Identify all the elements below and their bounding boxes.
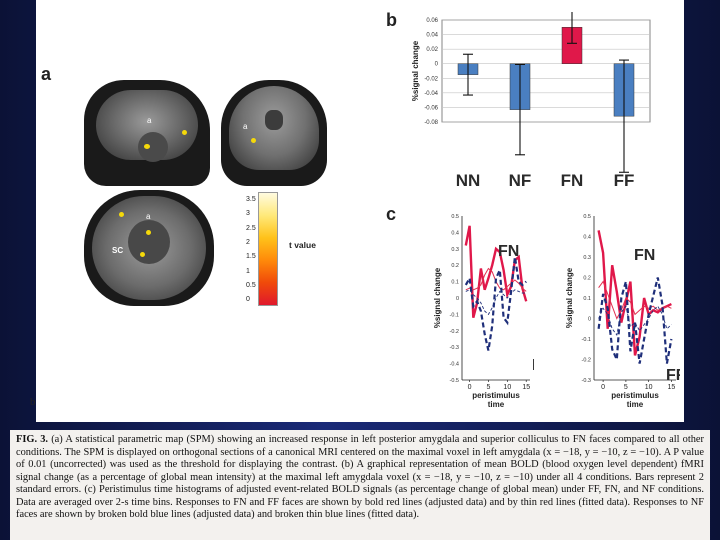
y-tick-label: 0.02 bbox=[426, 47, 438, 53]
series-annotation: FN bbox=[634, 247, 655, 264]
activation-blob bbox=[146, 230, 151, 235]
colorbar-label: t value bbox=[289, 240, 316, 250]
slice-label: a bbox=[147, 116, 152, 125]
colorbar-tick: 1.5 bbox=[246, 253, 256, 261]
colorbar-tick: 2.5 bbox=[246, 224, 256, 232]
colorbar bbox=[258, 192, 278, 306]
activation-blob bbox=[251, 138, 256, 143]
x-tick-label: 15 bbox=[522, 384, 530, 391]
colorbar-tick: 2 bbox=[246, 238, 250, 246]
slice-label-sc: SC bbox=[112, 246, 124, 255]
series-annotation: FF bbox=[666, 367, 680, 384]
panel-a-letter: a bbox=[41, 64, 52, 84]
y-tick-label: 0.06 bbox=[426, 18, 438, 24]
y-tick-label: 0 bbox=[435, 62, 439, 68]
category-label: NN bbox=[456, 171, 481, 190]
colorbar-tick: 1 bbox=[246, 267, 250, 275]
y-tick-label: -0.1 bbox=[582, 337, 591, 343]
y-tick-label: 0 bbox=[456, 296, 459, 302]
x-tick-label: 10 bbox=[503, 384, 511, 391]
x-tick-label: 5 bbox=[486, 384, 490, 391]
activation-blob bbox=[119, 212, 124, 217]
brain-axial-slice: a SC bbox=[84, 190, 214, 306]
series-annotation: FN bbox=[498, 243, 519, 260]
colorbar-tick: 3 bbox=[246, 210, 250, 218]
activation-blob bbox=[182, 130, 187, 135]
y-tick-label: -0.08 bbox=[424, 120, 438, 126]
y-tick-label: -0.1 bbox=[450, 312, 459, 318]
series-line bbox=[598, 280, 672, 320]
category-label: FF bbox=[614, 171, 635, 190]
x-axis-label: time bbox=[627, 400, 644, 409]
bar-chart: 0.06 0.04 0.02 0 -0.02 -0.04 -0.06 -0.08 %signal… bbox=[411, 12, 651, 190]
y-tick-label: 0.04 bbox=[426, 33, 438, 39]
psth-chart-left: 0.5 0.4 0.3 0.2 0.1 0 -0.1 -0.2 -0.3 -0.4 -0.5 0 5 10… bbox=[433, 214, 534, 409]
y-tick-label: -0.3 bbox=[582, 378, 591, 384]
y-tick-label: -0.06 bbox=[424, 105, 438, 111]
x-tick-label: 15 bbox=[668, 384, 676, 391]
y-tick-label: -0.2 bbox=[582, 358, 591, 364]
y-tick-label: -0.4 bbox=[450, 362, 459, 368]
series-line bbox=[464, 256, 527, 351]
y-axis-label: %signal change bbox=[411, 40, 420, 101]
y-tick-label: -0.02 bbox=[424, 76, 438, 82]
caption-text: (a) A statistical parametric map (SPM) s… bbox=[16, 434, 704, 520]
y-tick-label: -0.2 bbox=[450, 329, 459, 335]
y-tick-label: 0.1 bbox=[451, 280, 459, 286]
colorbar-tick: 3.5 bbox=[246, 196, 256, 203]
brain-sagittal-slice: a bbox=[84, 80, 210, 186]
y-tick-label: 0.4 bbox=[451, 230, 459, 236]
panel-b-letter: b bbox=[386, 10, 397, 30]
panel-c-letter: c bbox=[386, 204, 397, 224]
y-tick-label: 0 bbox=[588, 317, 591, 323]
category-label: FN bbox=[561, 171, 584, 190]
y-tick-label: 0.3 bbox=[583, 255, 591, 261]
category-label: NF bbox=[509, 171, 532, 190]
slice-label: a bbox=[146, 212, 151, 221]
activation-blob bbox=[144, 144, 150, 149]
figure-panel: a a a a SC 3.5 3 2.5 2 1.5 1 0.5 0 t value b b … bbox=[30, 0, 684, 422]
series-line bbox=[597, 277, 673, 364]
series-line bbox=[598, 305, 672, 336]
y-tick-label: -0.5 bbox=[450, 378, 459, 384]
y-tick-label: -0.3 bbox=[450, 345, 459, 351]
x-tick-label: 5 bbox=[624, 384, 628, 391]
x-axis-label: time bbox=[488, 400, 505, 409]
colorbar-tick: 0 bbox=[246, 296, 250, 304]
caption-fig-label: FIG. 3. bbox=[16, 434, 49, 445]
series-line bbox=[464, 225, 528, 318]
y-tick-label: 0.2 bbox=[451, 263, 459, 269]
bottom-left-letter: b bbox=[30, 396, 36, 408]
y-tick-label: -0.04 bbox=[424, 91, 438, 97]
x-axis-label: peristimulus bbox=[472, 391, 520, 400]
y-tick-label: 0.3 bbox=[451, 247, 459, 253]
x-tick-label: 0 bbox=[468, 384, 472, 391]
series-annotation: NF bbox=[532, 357, 534, 374]
brain-coronal-slice: a bbox=[221, 80, 327, 186]
y-tick-label: 0.4 bbox=[583, 235, 591, 241]
y-axis-label: %signal change bbox=[433, 267, 442, 328]
y-tick-label: 0.2 bbox=[583, 276, 591, 282]
psth-chart-right: 0.5 0.4 0.3 0.2 0.1 0 -0.1 -0.2 -0.3 0 5 10 15 perist… bbox=[565, 214, 680, 409]
x-axis-label: peristimulus bbox=[611, 391, 659, 400]
slice-label: a bbox=[243, 122, 248, 131]
x-tick-label: 10 bbox=[645, 384, 653, 391]
figure-caption: FIG. 3. (a) A statistical parametric map… bbox=[10, 430, 710, 540]
x-tick-label: 0 bbox=[601, 384, 605, 391]
y-axis-label: %signal change bbox=[565, 267, 574, 328]
y-tick-label: 0.5 bbox=[583, 214, 591, 220]
y-tick-label: 0.5 bbox=[451, 214, 459, 220]
series-line bbox=[597, 230, 672, 356]
colorbar-tick: 0.5 bbox=[246, 281, 256, 289]
y-tick-label: 0.1 bbox=[583, 296, 591, 302]
activation-blob bbox=[140, 252, 145, 257]
